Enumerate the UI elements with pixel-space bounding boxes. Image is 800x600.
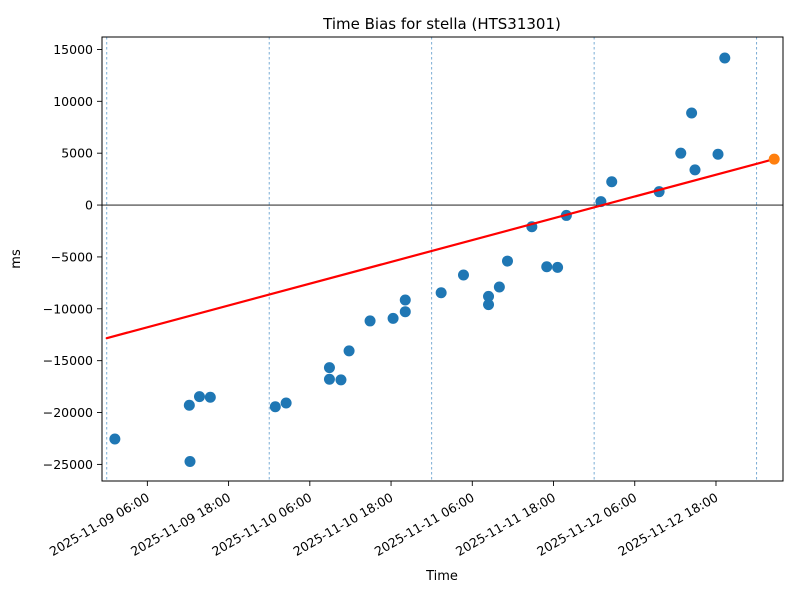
data-point bbox=[483, 290, 495, 302]
data-point bbox=[204, 391, 216, 403]
data-point bbox=[269, 401, 281, 413]
y-tick-label: 5000 bbox=[61, 146, 93, 161]
data-point bbox=[493, 281, 505, 293]
y-tick-label: −25000 bbox=[43, 457, 93, 472]
data-point bbox=[183, 399, 195, 411]
y-tick-label: −5000 bbox=[51, 249, 93, 264]
chart-title: Time Bias for stella (HTS31301) bbox=[322, 15, 561, 33]
data-point bbox=[343, 345, 355, 357]
plot-border bbox=[101, 36, 784, 482]
data-point bbox=[109, 433, 121, 445]
data-point bbox=[501, 255, 513, 267]
x-axis-label: Time bbox=[425, 569, 458, 584]
data-point bbox=[457, 269, 469, 281]
y-tick-label: −10000 bbox=[43, 301, 93, 316]
y-tick-label: −15000 bbox=[43, 353, 93, 368]
data-point bbox=[184, 455, 196, 467]
data-point bbox=[689, 164, 701, 176]
data-point bbox=[387, 312, 399, 324]
y-axis-label: ms bbox=[9, 249, 24, 269]
data-point bbox=[399, 306, 411, 318]
predicted-point bbox=[768, 153, 780, 165]
data-point bbox=[606, 176, 618, 188]
data-point bbox=[335, 374, 347, 386]
data-point bbox=[541, 261, 553, 273]
data-point bbox=[435, 287, 447, 299]
data-point bbox=[193, 391, 205, 403]
data-point bbox=[323, 362, 335, 374]
trend-line bbox=[105, 158, 776, 340]
y-tick-label: 0 bbox=[85, 198, 93, 213]
data-point bbox=[686, 107, 698, 119]
y-tick-label: −20000 bbox=[43, 405, 93, 420]
data-point bbox=[719, 52, 731, 64]
data-point bbox=[280, 397, 292, 409]
data-point bbox=[675, 147, 687, 159]
data-point bbox=[483, 299, 495, 311]
data-point bbox=[399, 294, 411, 306]
y-tick-label: 15000 bbox=[53, 42, 93, 57]
data-point bbox=[364, 315, 376, 327]
plot-area: 15000 10000 5000 0 −5000 −10000 −15000 −20000 −2… bbox=[43, 36, 784, 559]
data-point bbox=[323, 373, 335, 385]
data-point bbox=[552, 261, 564, 273]
data-point bbox=[712, 148, 724, 160]
y-tick-label: 10000 bbox=[53, 94, 93, 109]
